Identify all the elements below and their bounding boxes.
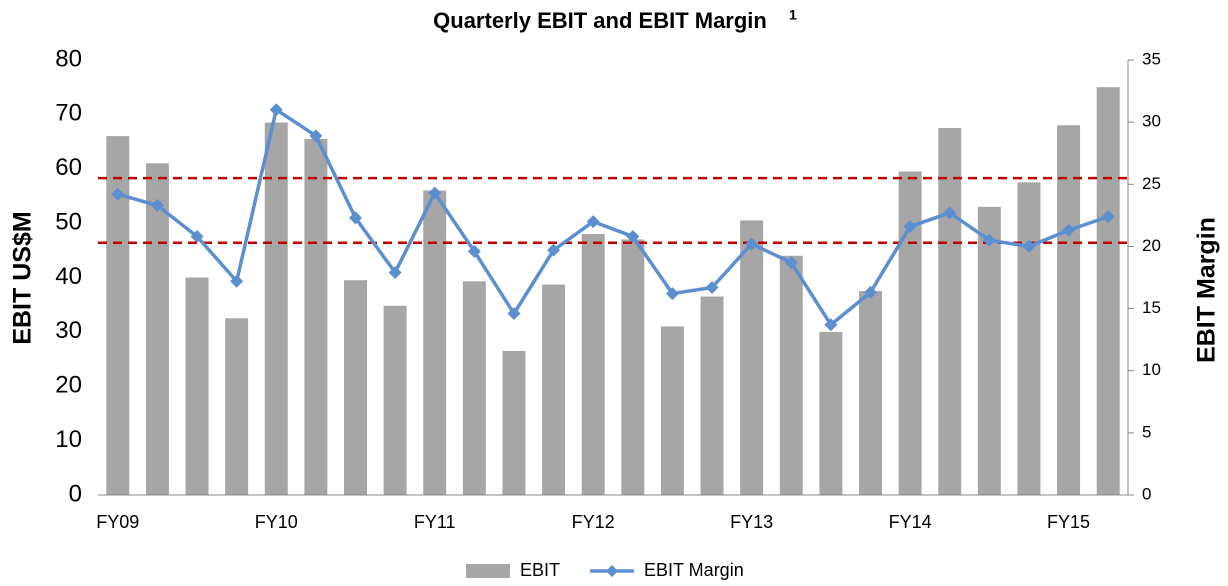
y-tick-label: 80: [55, 45, 82, 72]
marker: [943, 206, 957, 220]
bar: [1017, 182, 1041, 495]
y-tick-label: 70: [55, 100, 82, 127]
legend-swatch: [466, 564, 510, 578]
marker: [467, 244, 481, 258]
bar: [581, 234, 605, 495]
bar: [502, 350, 526, 495]
marker: [190, 229, 204, 243]
marker: [111, 187, 125, 201]
y-tick-label: 30: [55, 317, 82, 344]
marker: [1062, 223, 1076, 237]
marker: [705, 280, 719, 294]
bar: [542, 284, 566, 495]
bar: [898, 171, 922, 495]
marker: [1022, 239, 1036, 253]
bar: [383, 305, 407, 495]
bar: [1057, 125, 1081, 495]
marker: [150, 198, 164, 212]
x-tick-label: FY09: [96, 512, 139, 532]
marker: [388, 266, 402, 280]
legend-label: EBIT: [520, 560, 560, 580]
y2-tick-label: 15: [1142, 298, 1161, 317]
bar: [462, 281, 486, 495]
legend-swatch: [606, 565, 618, 577]
y2-axis-label: EBIT Margin: [1193, 217, 1221, 363]
y2-tick-label: 0: [1142, 484, 1151, 503]
marker: [349, 211, 362, 225]
bar: [938, 127, 962, 495]
bar: [621, 239, 645, 495]
bar: [145, 163, 169, 495]
y-tick-label: 50: [55, 208, 82, 235]
bar: [859, 291, 882, 495]
marker: [982, 233, 996, 247]
bar: [779, 255, 803, 495]
marker: [864, 285, 877, 299]
bar: [106, 136, 130, 495]
bar: [304, 138, 328, 495]
bar: [225, 318, 249, 495]
y2-tick-label: 10: [1142, 360, 1161, 379]
y-tick-label: 40: [55, 263, 82, 290]
y2-tick-label: 25: [1142, 174, 1161, 193]
marker: [1101, 210, 1115, 224]
marker: [507, 307, 521, 321]
y-axis-label: EBIT US$M: [9, 211, 37, 344]
y-tick-label: 10: [55, 426, 82, 453]
bar: [700, 296, 724, 495]
marker: [824, 318, 838, 332]
marker: [547, 243, 561, 257]
x-tick-label: FY13: [730, 512, 773, 532]
bar: [1096, 87, 1120, 495]
x-tick-label: FY11: [414, 512, 456, 532]
y-tick-label: 20: [55, 372, 82, 399]
marker: [745, 237, 759, 251]
marker: [784, 256, 798, 270]
y-tick-label: 60: [55, 154, 82, 181]
title-note: 1: [789, 7, 797, 23]
legend-label: EBIT Margin: [644, 560, 744, 580]
marker: [269, 103, 283, 117]
y2-tick-label: 5: [1142, 422, 1151, 441]
marker: [428, 186, 442, 200]
bar: [264, 122, 288, 495]
marker: [626, 229, 640, 243]
x-tick-label: FY12: [572, 512, 615, 532]
x-tick-label: FY14: [889, 512, 932, 532]
bar: [740, 220, 764, 495]
bar: [185, 277, 209, 495]
bar: [423, 190, 447, 495]
line: [117, 106, 1109, 328]
x-tick-label: FY15: [1047, 512, 1090, 532]
y-tick-label: 0: [69, 480, 82, 507]
marker: [903, 220, 917, 234]
marker: [586, 215, 600, 229]
marker: [230, 274, 244, 288]
bar: [977, 206, 1001, 495]
bar: [819, 331, 843, 495]
chart-title: Quarterly EBIT and EBIT Margin: [433, 8, 767, 33]
bar: [344, 280, 367, 495]
x-tick-label: FY10: [255, 512, 298, 532]
marker: [665, 287, 679, 301]
y2-tick-label: 30: [1142, 112, 1161, 131]
marker: [309, 129, 323, 143]
bar: [660, 326, 684, 495]
y2-tick-label: 35: [1142, 49, 1161, 68]
y2-tick-label: 20: [1142, 236, 1161, 255]
